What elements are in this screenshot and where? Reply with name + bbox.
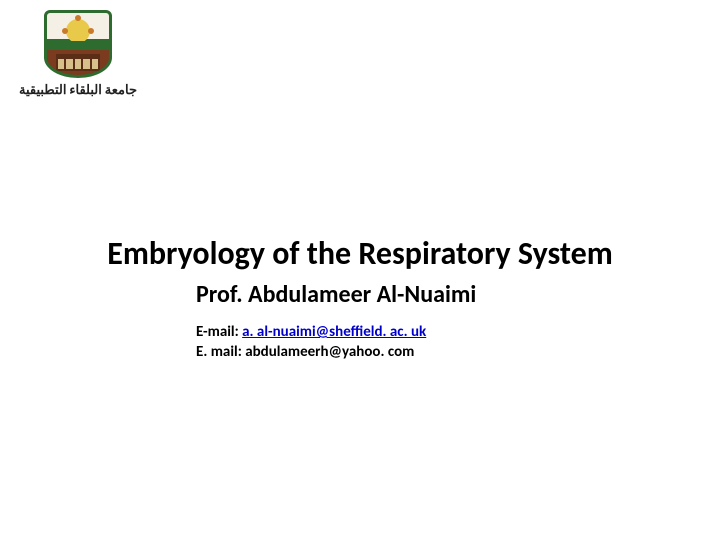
university-logo-block: جامعة البلقاء التطبيقية	[18, 10, 138, 98]
slide: جامعة البلقاء التطبيقية Embryology of th…	[0, 0, 720, 540]
contact-block: E-mail: a. al-nuaimi@sheffield. ac. uk E…	[196, 322, 426, 363]
email1-label: E-mail:	[196, 323, 242, 341]
university-crest-icon	[44, 10, 112, 78]
university-name-arabic: جامعة البلقاء التطبيقية	[18, 84, 138, 98]
email-line-2: E. mail: abdulameerh@yahoo. com	[196, 342, 426, 362]
email1-link[interactable]: a. al-nuaimi@sheffield. ac. uk	[242, 323, 426, 341]
email-line-1: E-mail: a. al-nuaimi@sheffield. ac. uk	[196, 322, 426, 342]
author-name: Prof. Abdulameer Al-Nuaimi	[196, 280, 476, 309]
slide-title: Embryology of the Respiratory System	[0, 234, 720, 273]
